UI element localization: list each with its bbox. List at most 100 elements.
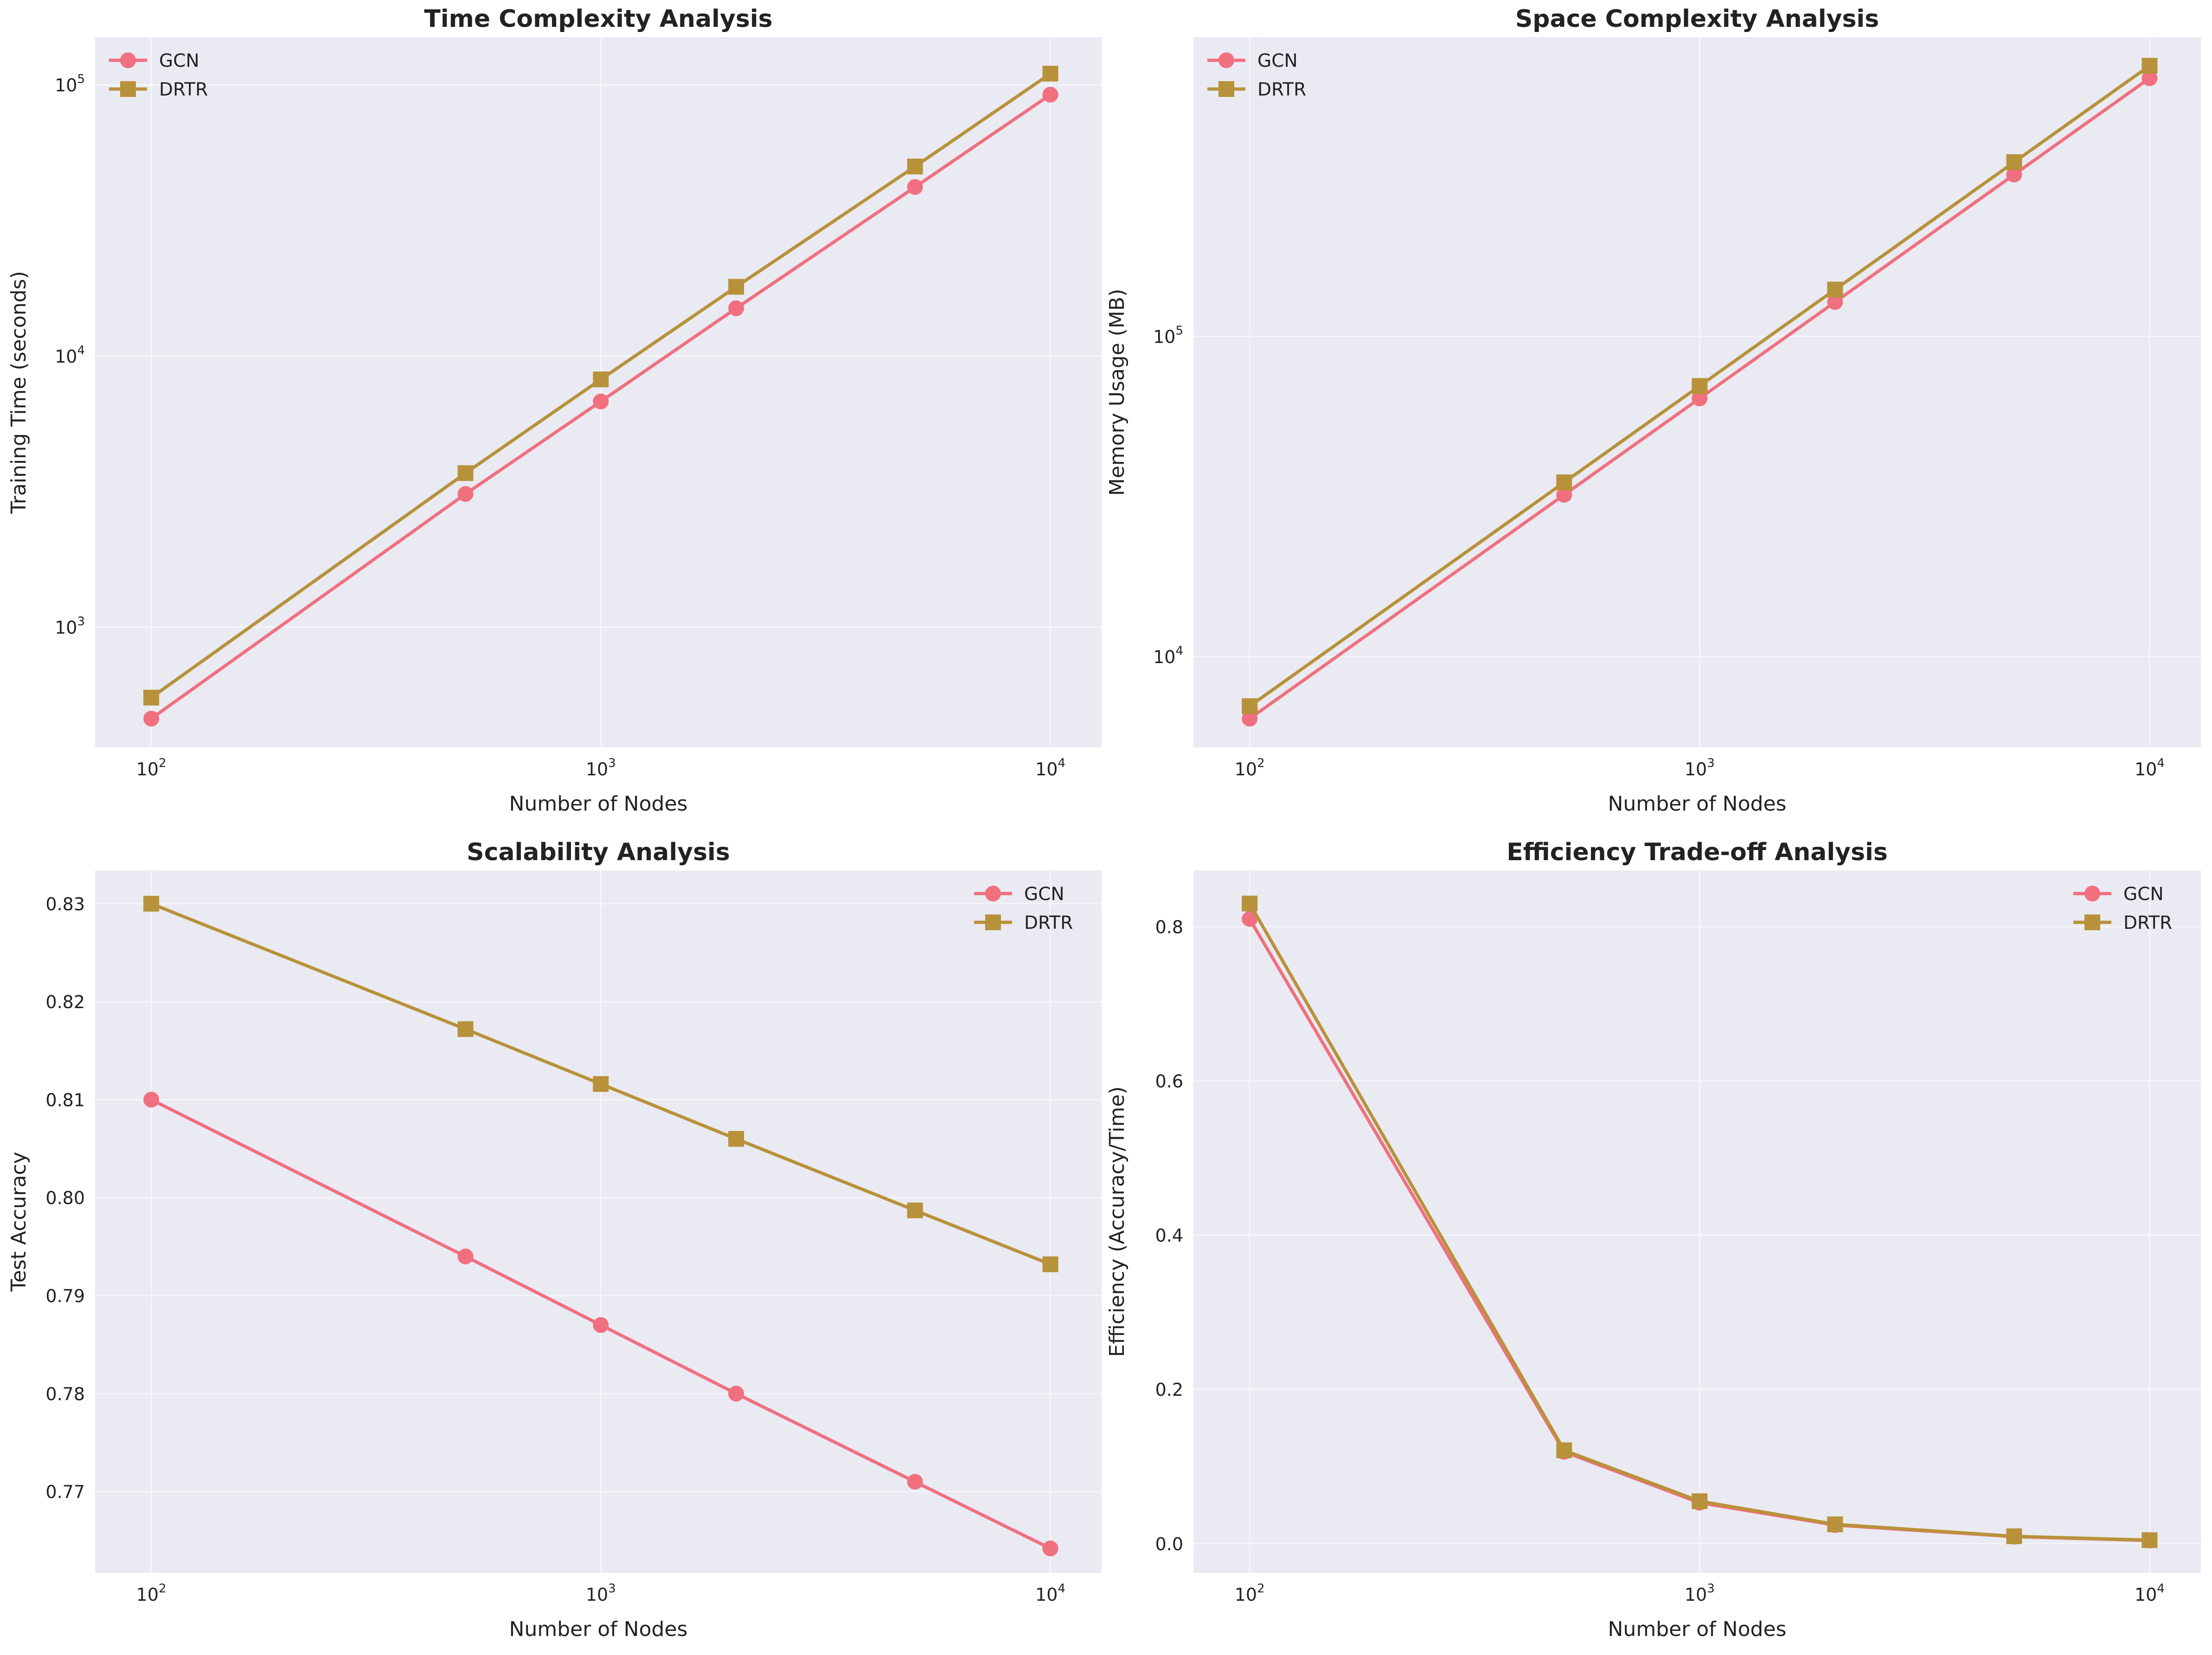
- legend: GCN DRTR: [1207, 51, 1306, 100]
- data-point-drtr: [143, 690, 160, 706]
- series-line-gcn: [149, 1098, 1052, 1550]
- chart-3: 102 103 104 0.77 0.78 0.79 0.80 0.81 0.82 0.83 Sca…: [7, 838, 1102, 1641]
- x-axis-label: Number of Nodes: [509, 1617, 688, 1641]
- data-point-gcn: [907, 1474, 923, 1490]
- data-point-gcn: [1042, 87, 1058, 103]
- x-tick-label: 103: [586, 756, 616, 780]
- legend-label-drtr: DRTR: [159, 79, 208, 100]
- y-axis-label: Memory Usage (MB): [1105, 289, 1129, 496]
- chart-title: Space Complexity Analysis: [1515, 5, 1879, 33]
- legend: GCN DRTR: [2073, 884, 2172, 933]
- legend-marker-gcn: [2084, 886, 2100, 901]
- x-tick-label: 103: [586, 1582, 616, 1605]
- data-point-gcn: [593, 1317, 609, 1333]
- legend-label-gcn: GCN: [1024, 884, 1064, 905]
- y-tick-label: 0.78: [45, 1384, 85, 1404]
- data-point-drtr: [1556, 1442, 1572, 1458]
- series-line-gcn: [1248, 77, 2151, 721]
- y-tick-label: 104: [55, 344, 85, 367]
- x-tick-label: 102: [1235, 756, 1265, 780]
- legend-marker-drtr: [2084, 914, 2100, 930]
- y-tick-label: 0.83: [45, 894, 85, 914]
- series-line-drtr: [149, 902, 1052, 1266]
- data-point-gcn: [1042, 1540, 1058, 1557]
- data-point-gcn: [593, 393, 609, 409]
- data-point-drtr: [457, 1021, 474, 1037]
- y-tick-label: 0.0: [1155, 1534, 1183, 1554]
- x-tick-label: 104: [2135, 1582, 2165, 1605]
- chart-2: 102 103 104 104 105 Space Complexity Analysis…: [1105, 5, 2201, 816]
- y-tick-label: 0.81: [45, 1090, 85, 1110]
- data-point-gcn: [143, 710, 160, 727]
- y-tick-label: 0.4: [1155, 1226, 1183, 1246]
- x-tick-label: 104: [1035, 1582, 1065, 1605]
- legend-marker-drtr: [1218, 81, 1234, 97]
- x-tick-label: 103: [1685, 756, 1715, 780]
- data-point-gcn: [728, 300, 744, 316]
- series-line-gcn: [149, 93, 1052, 721]
- y-tick-label: 103: [55, 615, 85, 638]
- series-line-drtr: [1248, 64, 2151, 708]
- chart-4: 102 103 104 0.0 0.2 0.4 0.6 0.8 Efficiency Trade…: [1105, 838, 2201, 1641]
- series-gcn: [1242, 70, 2158, 727]
- data-point-drtr: [1692, 378, 1708, 394]
- legend-marker-drtr: [985, 914, 1001, 930]
- chart-title: Efficiency Trade-off Analysis: [1507, 838, 1888, 866]
- x-tick-label: 103: [1685, 1582, 1715, 1605]
- chart-1: 102 103 104 103 104 105 Time Complexity Analys…: [7, 5, 1102, 816]
- data-point-drtr: [1242, 698, 1258, 714]
- data-point-drtr: [457, 465, 474, 481]
- series-drtr: [143, 65, 1058, 706]
- y-axis-label: Test Accuracy: [7, 1152, 31, 1292]
- y-tick-label: 0.6: [1155, 1071, 1183, 1092]
- y-tick-label: 0.2: [1155, 1380, 1183, 1400]
- y-tick-label: 0.79: [45, 1286, 85, 1306]
- series-gcn: [143, 87, 1058, 727]
- data-point-drtr: [1827, 281, 1843, 298]
- data-point-drtr: [907, 159, 923, 175]
- series-drtr: [1242, 895, 2158, 1548]
- legend-label-drtr: DRTR: [2123, 913, 2172, 933]
- legend-marker-drtr: [120, 81, 136, 97]
- y-axis-label: Training Time (seconds): [7, 271, 31, 514]
- data-point-drtr: [593, 371, 609, 388]
- series-drtr: [1242, 58, 2158, 714]
- data-point-gcn: [457, 1248, 474, 1265]
- data-point-drtr: [1556, 474, 1572, 491]
- legend-label-drtr: DRTR: [1257, 79, 1306, 100]
- data-point-drtr: [1827, 1516, 1843, 1533]
- series-line-drtr: [149, 72, 1052, 699]
- y-tick-label: 0.77: [45, 1482, 85, 1502]
- y-tick-label: 105: [55, 72, 85, 96]
- data-point-drtr: [728, 1131, 744, 1147]
- data-point-gcn: [143, 1092, 160, 1108]
- x-axis-label: Number of Nodes: [509, 792, 688, 816]
- chart-title: Time Complexity Analysis: [424, 5, 772, 33]
- data-point-drtr: [1242, 895, 1258, 912]
- data-point-drtr: [2141, 1532, 2158, 1548]
- data-point-gcn: [907, 179, 923, 195]
- x-tick-label: 104: [1035, 756, 1065, 780]
- legend-label-gcn: GCN: [2123, 884, 2164, 905]
- data-point-gcn: [728, 1386, 744, 1402]
- data-point-drtr: [1042, 1256, 1058, 1272]
- x-tick-label: 102: [136, 1582, 167, 1605]
- data-point-drtr: [2006, 154, 2022, 170]
- data-point-drtr: [143, 895, 160, 912]
- y-tick-label: 0.82: [45, 992, 85, 1012]
- x-axis-label: Number of Nodes: [1608, 1617, 1787, 1641]
- x-tick-label: 104: [2135, 756, 2165, 780]
- y-tick-label: 0.8: [1155, 917, 1183, 937]
- data-point-gcn: [457, 486, 474, 502]
- series-gcn: [143, 1092, 1058, 1557]
- data-point-drtr: [593, 1076, 609, 1092]
- data-point-drtr: [907, 1202, 923, 1219]
- plot-area: [95, 870, 1102, 1573]
- data-point-drtr: [2006, 1528, 2022, 1545]
- y-tick-label: 0.80: [45, 1188, 85, 1208]
- legend-label-drtr: DRTR: [1024, 913, 1073, 933]
- plot-area: [1193, 870, 2201, 1573]
- x-tick-label: 102: [136, 756, 167, 780]
- legend-marker-gcn: [985, 886, 1001, 901]
